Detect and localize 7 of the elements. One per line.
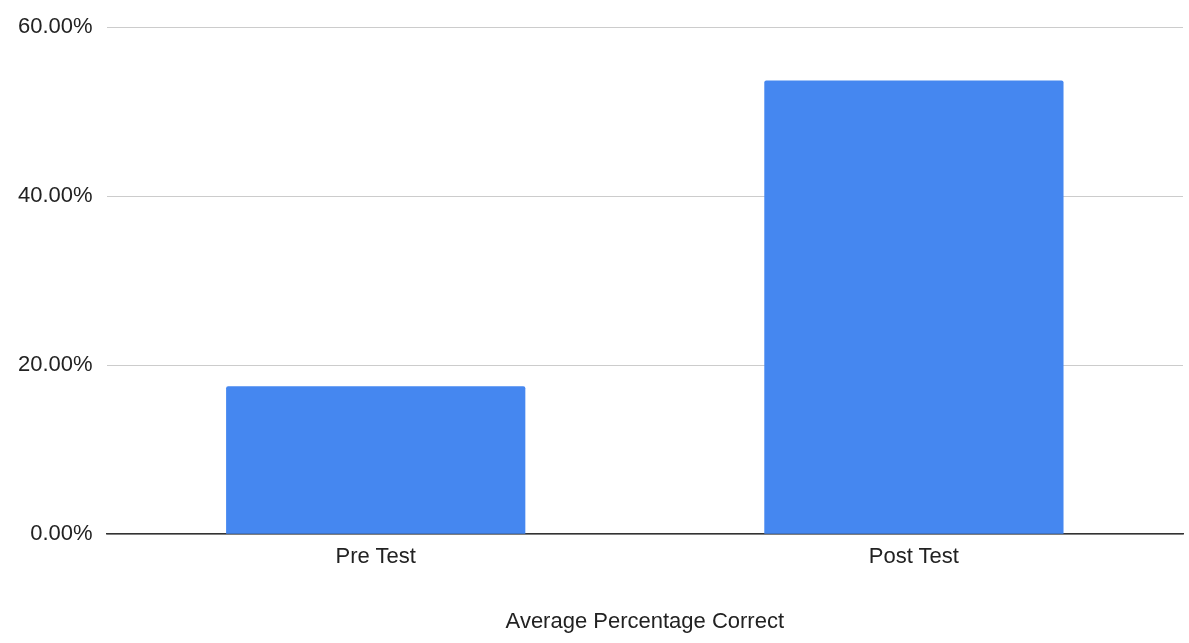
y-tick-label: 60.00% [17,13,93,39]
x-axis-title: Average Percentage Correct [505,607,785,633]
y-tick-label: 40.00% [17,182,93,208]
x-tick-label: Post Test [868,543,959,569]
y-tick-label: 20.00% [17,351,93,377]
x-tick-label: Pre Test [335,543,416,569]
y-tick-label: 0.00% [30,520,93,546]
